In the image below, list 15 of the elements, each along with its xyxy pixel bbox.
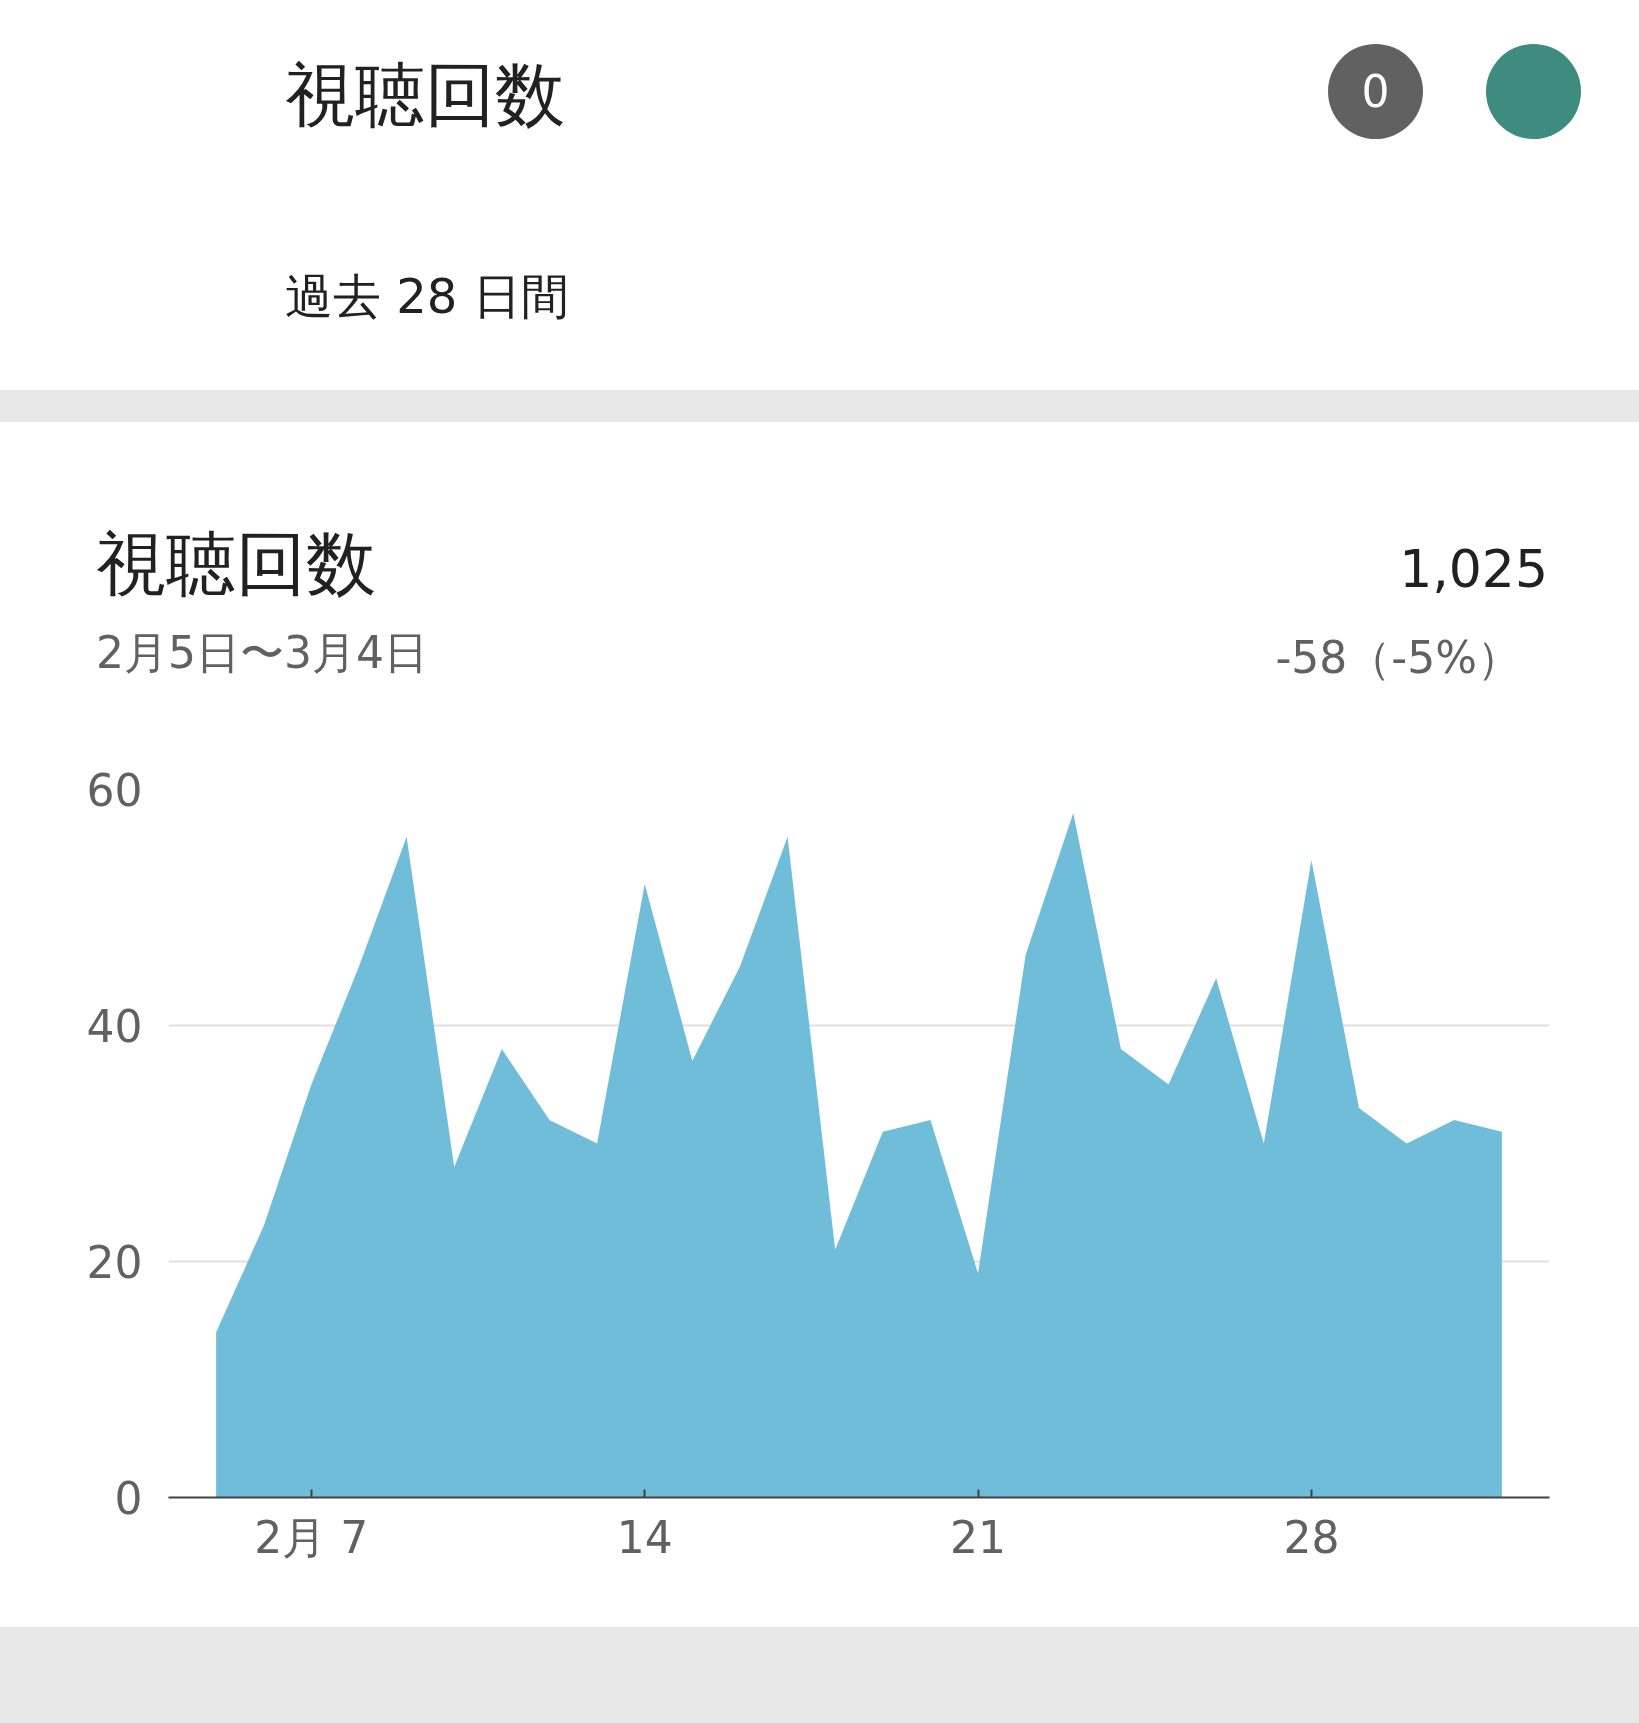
- chart-title: 視聴回数: [96, 522, 376, 607]
- x-tick-label: 21: [950, 1511, 1007, 1563]
- x-tick-label: 2月 7: [254, 1511, 369, 1563]
- badge: 0: [1328, 44, 1423, 139]
- y-tick-label: 20: [86, 1237, 143, 1288]
- y-tick-label: 40: [86, 1001, 143, 1052]
- x-tick-label: 14: [616, 1511, 673, 1563]
- x-tick-label: 28: [1283, 1511, 1340, 1563]
- y-tick-label: 60: [86, 765, 143, 816]
- text: -58（-5%）: [1275, 631, 1521, 685]
- chart-subtitle: 2月5日〜3月4日: [96, 626, 428, 680]
- y-tick-label: 0: [114, 1473, 143, 1524]
- text: 1,025: [1399, 538, 1548, 601]
- text: 過去 28 日間: [285, 267, 569, 326]
- text: 視聴回数: [285, 53, 565, 138]
